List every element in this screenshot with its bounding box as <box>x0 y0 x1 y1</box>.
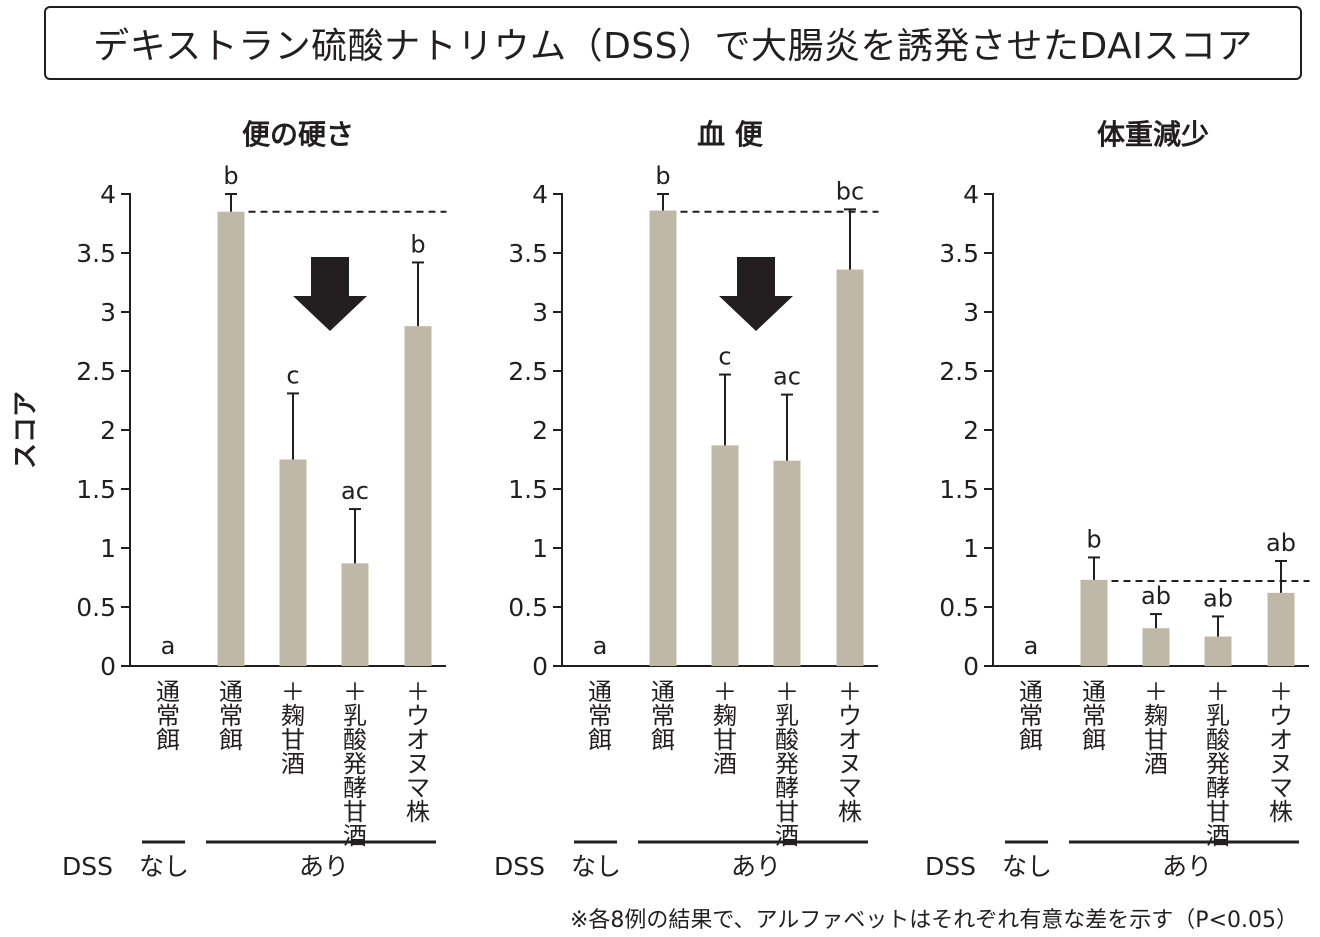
y-tick-label: 0.5 <box>939 593 979 622</box>
y-tick-label: 0.5 <box>508 593 548 622</box>
y-tick-label: 3 <box>100 298 116 327</box>
bar <box>1080 579 1108 666</box>
bar <box>341 563 369 666</box>
chart-title: 便の硬さ <box>242 118 354 151</box>
dss-none-label: なし <box>571 852 621 881</box>
category-label: 通常餌 <box>588 678 612 754</box>
footnote: ※各8例の結果で、アルファベットはそれぞれ有意な差を示す（P<0.05） <box>569 908 1298 933</box>
significance-letter: b <box>410 230 425 258</box>
category-label: ＋乳酸発酵甘酒 <box>775 678 799 850</box>
category-label: ＋乳酸発酵甘酒 <box>1206 678 1230 850</box>
significance-letter: b <box>655 162 670 190</box>
significance-letter: ac <box>341 477 369 505</box>
bar <box>649 210 677 666</box>
chart-panel-1: 便の硬さ 0 0.5 1 1.5 2 2.5 3 3.5 4 a 通常餌 b 通常餌 c ＋麹甘酒 ac ＋乳酸発… <box>62 118 447 881</box>
dss-label: DSS <box>494 852 545 881</box>
bar <box>836 269 864 666</box>
dss-label: DSS <box>62 852 113 881</box>
y-tick-label: 1 <box>532 534 548 563</box>
y-tick-label: 2 <box>963 416 979 445</box>
y-tick-label: 2.5 <box>939 357 979 386</box>
y-tick-label: 3.5 <box>76 239 116 268</box>
significance-letter: bc <box>836 177 864 205</box>
y-tick-label: 3.5 <box>508 239 548 268</box>
decrease-arrow <box>719 257 793 331</box>
y-axis-label: スコア <box>11 391 41 469</box>
category-label: 通常餌 <box>651 678 675 754</box>
significance-letter: a <box>1024 632 1039 660</box>
category-label: ＋麹甘酒 <box>713 678 737 778</box>
y-tick-label: 0 <box>963 652 979 681</box>
dss-yes-label: あり <box>731 852 781 881</box>
significance-letter: c <box>286 361 299 389</box>
significance-letter: a <box>161 632 176 660</box>
category-label: 通常餌 <box>156 678 180 754</box>
dss-yes-label: あり <box>299 852 349 881</box>
category-label: ＋ウオヌマ株 <box>838 678 862 826</box>
category-label: 通常餌 <box>1019 678 1043 754</box>
bar <box>279 459 307 666</box>
y-tick-label: 2 <box>100 416 116 445</box>
figure-title: デキストラン硫酸ナトリウム（DSS）で大腸炎を誘発させたDAIスコア <box>44 6 1302 80</box>
category-label: ＋ウオヌマ株 <box>406 678 430 826</box>
y-tick-label: 0 <box>100 652 116 681</box>
bar <box>711 445 739 666</box>
significance-letter: ac <box>773 363 801 391</box>
y-tick-label: 2 <box>532 416 548 445</box>
category-label: ＋麹甘酒 <box>281 678 305 778</box>
y-tick-label: 1 <box>963 534 979 563</box>
y-tick-label: 1 <box>100 534 116 563</box>
category-label: ＋ウオヌマ株 <box>1269 678 1293 826</box>
category-label: 通常餌 <box>1082 678 1106 754</box>
significance-letter: ab <box>1141 582 1171 610</box>
category-label: 通常餌 <box>219 678 243 754</box>
y-tick-label: 1.5 <box>76 475 116 504</box>
y-tick-label: 1.5 <box>939 475 979 504</box>
dss-yes-label: あり <box>1162 852 1212 881</box>
y-tick-label: 2.5 <box>76 357 116 386</box>
bar <box>1142 628 1170 666</box>
y-tick-label: 0.5 <box>76 593 116 622</box>
chart-title: 血 便 <box>697 118 764 151</box>
significance-letter: b <box>1086 525 1101 553</box>
bar <box>217 211 245 666</box>
significance-letter: ab <box>1266 529 1296 557</box>
significance-letter: ab <box>1203 584 1233 612</box>
dss-none-label: なし <box>139 852 189 881</box>
dss-none-label: なし <box>1002 852 1052 881</box>
significance-letter: c <box>718 343 731 371</box>
y-tick-label: 3.5 <box>939 239 979 268</box>
dss-label: DSS <box>925 852 976 881</box>
y-tick-label: 0 <box>532 652 548 681</box>
bar <box>1267 592 1295 666</box>
chart-panel-3: 体重減少 0 0.5 1 1.5 2 2.5 3 3.5 4 a 通常餌 b 通常餌 ab ＋麹甘酒 ab ＋乳酸… <box>925 118 1310 881</box>
bar <box>1204 636 1232 666</box>
category-label: ＋麹甘酒 <box>1144 678 1168 778</box>
y-tick-label: 4 <box>532 180 548 209</box>
chart-panel-2: 血 便 0 0.5 1 1.5 2 2.5 3 3.5 4 a 通常餌 b 通常餌 c ＋麹甘酒 ac ＋乳酸発酵… <box>494 118 879 881</box>
y-tick-label: 3 <box>532 298 548 327</box>
significance-letter: a <box>593 632 608 660</box>
bar <box>773 460 801 666</box>
bar <box>404 326 432 666</box>
y-tick-label: 2.5 <box>508 357 548 386</box>
category-label: ＋乳酸発酵甘酒 <box>343 678 367 850</box>
chart-title: 体重減少 <box>1097 118 1209 151</box>
y-tick-label: 3 <box>963 298 979 327</box>
y-tick-label: 4 <box>963 180 979 209</box>
decrease-arrow <box>293 257 367 331</box>
y-tick-label: 1.5 <box>508 475 548 504</box>
significance-letter: b <box>223 162 238 190</box>
y-tick-label: 4 <box>100 180 116 209</box>
